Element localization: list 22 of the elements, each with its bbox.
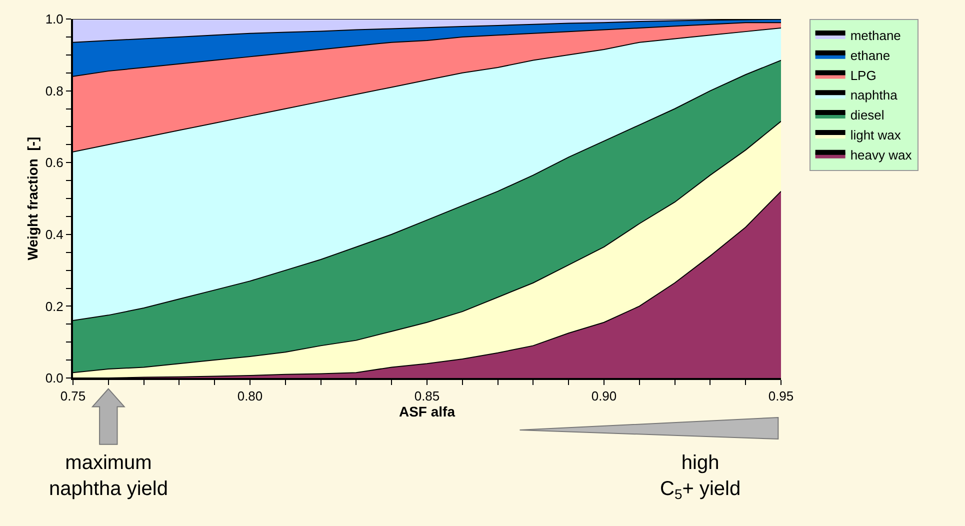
y-tick-label: 0.6 (45, 155, 64, 170)
y-tick-label: 0.2 (45, 298, 64, 314)
y-tick-label: 0.4 (45, 226, 64, 242)
text: maximum naphtha yield (49, 452, 168, 500)
y-tick-label: 0.8 (45, 83, 64, 98)
x-tick-label: 0.75 (60, 388, 86, 404)
legend-label: methane (850, 28, 901, 44)
legend-label: heavy wax (850, 147, 912, 162)
legend-label: naphtha (850, 88, 898, 103)
y-tick-label: 0.0 (45, 370, 64, 386)
y-tick-label: 1.0 (45, 12, 64, 27)
x-tick-label: 0.90 (591, 388, 617, 404)
x-tick-label: 0.85 (414, 388, 440, 404)
legend-label: diesel (850, 108, 884, 123)
legend-label: ethane (850, 48, 890, 63)
x-tick-label: 0.95 (768, 388, 794, 404)
legend-label: light wax (850, 128, 902, 143)
y-axis-title: Weight fraction [-] (24, 136, 40, 260)
legend-label: LPG (850, 68, 876, 83)
text: high C$_{5}$+ yield (660, 452, 741, 502)
x-axis-title: ASF alfa (398, 404, 456, 420)
x-tick-label: 0.80 (237, 388, 263, 404)
